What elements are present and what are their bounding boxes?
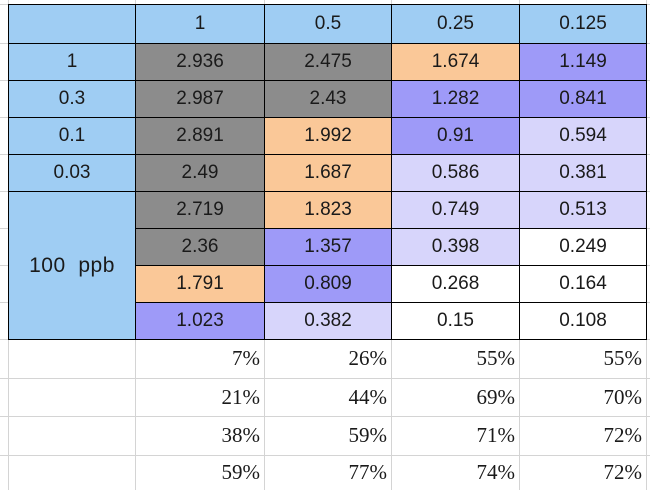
percent-cell[interactable]: 70% [603,384,643,409]
data-cell[interactable]: 0.749 [391,191,520,229]
data-cell[interactable]: 1.674 [391,43,520,81]
data-cell[interactable]: 0.398 [391,228,520,266]
data-cell[interactable]: 0.382 [264,302,392,340]
data-cell[interactable]: 0.841 [519,80,647,118]
data-cell[interactable]: 1.992 [264,117,392,155]
sheet-gridline [0,416,650,417]
data-cell[interactable]: 1.687 [264,154,392,192]
column-header[interactable]: 0.125 [519,4,647,44]
sheet-gridline [0,455,650,456]
percent-cell[interactable]: 72% [603,460,643,484]
data-cell[interactable]: 0.164 [519,265,647,303]
row-label[interactable]: 0.03 [8,154,136,192]
data-cell[interactable]: 1.282 [391,80,520,118]
percent-cell[interactable]: 7% [232,346,260,370]
percent-cell[interactable]: 69% [476,384,516,409]
percent-cell[interactable]: 44% [348,384,388,409]
data-cell[interactable]: 0.809 [264,265,392,303]
data-cell[interactable]: 0.513 [519,191,647,229]
data-cell[interactable]: 0.108 [519,302,647,340]
data-cell[interactable]: 1.149 [519,43,647,81]
percent-cell[interactable]: 55% [603,346,643,370]
data-cell[interactable]: 0.15 [391,302,520,340]
data-cell[interactable]: 0.249 [519,228,647,266]
data-cell[interactable]: 2.36 [135,228,265,266]
row-label[interactable]: 0.1 [8,117,136,155]
data-cell[interactable]: 2.43 [264,80,392,118]
percent-cell[interactable]: 71% [476,423,516,447]
data-cell[interactable]: 0.586 [391,154,520,192]
data-cell[interactable]: 0.381 [519,154,647,192]
data-cell[interactable]: 1.023 [135,302,265,340]
corner-cell[interactable] [8,4,136,44]
percent-cell[interactable]: 21% [221,384,261,409]
column-header[interactable]: 0.25 [391,4,520,44]
percent-cell[interactable]: 59% [221,460,261,484]
data-cell[interactable]: 2.987 [135,80,265,118]
percent-cell[interactable]: 26% [348,346,388,370]
column-header[interactable]: 1 [135,4,265,44]
data-cell[interactable]: 2.719 [135,191,265,229]
row-label[interactable]: 1 [8,43,136,81]
data-cell[interactable]: 2.475 [264,43,392,81]
row-label[interactable]: 0.3 [8,80,136,118]
percent-cell[interactable]: 59% [348,423,388,447]
percent-cell[interactable]: 38% [221,423,261,447]
percent-cell[interactable]: 77% [348,460,388,484]
data-cell[interactable]: 2.891 [135,117,265,155]
sheet-gridline [0,378,650,379]
data-cell[interactable]: 2.936 [135,43,265,81]
data-cell[interactable]: 2.49 [135,154,265,192]
data-cell[interactable]: 1.823 [264,191,392,229]
data-cell[interactable]: 0.91 [391,117,520,155]
merged-row-label[interactable]: 100 ppb [8,191,136,340]
data-cell[interactable]: 0.268 [391,265,520,303]
percent-cell[interactable]: 74% [476,460,516,484]
column-header[interactable]: 0.5 [264,4,392,44]
data-cell[interactable]: 1.357 [264,228,392,266]
data-cell[interactable]: 0.594 [519,117,647,155]
data-cell[interactable]: 1.791 [135,265,265,303]
percent-cell[interactable]: 72% [603,423,643,447]
percent-cell[interactable]: 55% [476,346,516,370]
